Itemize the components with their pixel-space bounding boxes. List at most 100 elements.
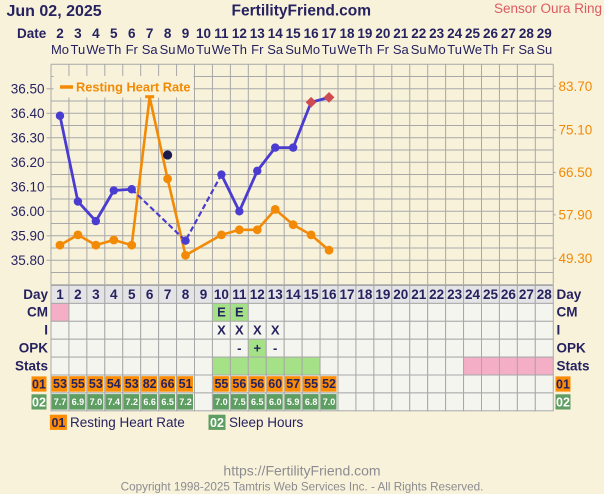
svg-text:6.9: 6.9: [72, 397, 85, 407]
svg-text:21: 21: [411, 287, 427, 302]
svg-text:Date: Date: [17, 26, 47, 41]
svg-text:9: 9: [200, 287, 208, 302]
svg-text:7.0: 7.0: [90, 397, 103, 407]
svg-text:66.50: 66.50: [559, 165, 593, 180]
svg-text:Copyright 1998-2025 Tamtris We: Copyright 1998-2025 Tamtris Web Services…: [121, 481, 484, 494]
svg-text:Fr: Fr: [251, 42, 264, 57]
svg-text:19: 19: [357, 26, 372, 41]
svg-text:55: 55: [71, 377, 85, 391]
svg-text:13: 13: [268, 287, 284, 302]
svg-text:6: 6: [128, 26, 136, 41]
svg-text:5: 5: [110, 26, 118, 41]
svg-text:12: 12: [250, 287, 265, 302]
svg-text:35.80: 35.80: [11, 253, 45, 268]
svg-text:54: 54: [107, 377, 121, 391]
svg-text:2: 2: [74, 287, 82, 302]
svg-text:24: 24: [465, 287, 481, 302]
svg-text:E: E: [217, 305, 226, 320]
svg-text:Tu: Tu: [322, 42, 337, 57]
svg-text:10: 10: [214, 287, 229, 302]
svg-text:Fr: Fr: [126, 42, 139, 57]
svg-text:4: 4: [92, 26, 100, 41]
svg-text:01: 01: [556, 377, 570, 391]
svg-text:25: 25: [465, 26, 481, 41]
svg-text:02: 02: [210, 416, 224, 430]
svg-text:Su: Su: [285, 42, 301, 57]
svg-text:56: 56: [232, 377, 246, 391]
svg-text:We: We: [86, 42, 105, 57]
svg-text:7.4: 7.4: [108, 397, 121, 407]
svg-text:15: 15: [286, 26, 302, 41]
svg-text:Sa: Sa: [267, 42, 284, 57]
svg-text:16: 16: [322, 287, 338, 302]
svg-text:I: I: [557, 323, 561, 338]
svg-text:49.30: 49.30: [559, 251, 593, 266]
svg-text:OPK: OPK: [19, 341, 49, 356]
svg-text:CM: CM: [27, 305, 48, 320]
svg-text:8: 8: [164, 26, 172, 41]
svg-text:Stats: Stats: [15, 358, 48, 373]
svg-text:53: 53: [89, 377, 103, 391]
svg-text:55: 55: [304, 377, 318, 391]
svg-text:Mo: Mo: [176, 42, 194, 57]
svg-text:36.20: 36.20: [11, 155, 45, 170]
svg-text:FertilityFriend.com: FertilityFriend.com: [232, 3, 372, 20]
svg-text:X: X: [253, 323, 262, 338]
svg-text:14: 14: [268, 26, 284, 41]
svg-text:60: 60: [268, 377, 282, 391]
svg-text:+: +: [253, 341, 261, 356]
svg-text:Stats: Stats: [557, 358, 590, 373]
svg-text:Th: Th: [483, 42, 498, 57]
svg-text:01: 01: [32, 377, 46, 391]
svg-text:We: We: [463, 42, 482, 57]
svg-text:36.10: 36.10: [11, 180, 45, 195]
svg-text:5: 5: [128, 287, 136, 302]
svg-text:15: 15: [304, 287, 320, 302]
svg-text:11: 11: [232, 287, 247, 302]
svg-text:Sa: Sa: [518, 42, 535, 57]
svg-text:7.2: 7.2: [179, 397, 192, 407]
svg-text:26: 26: [483, 26, 499, 41]
svg-text:6.8: 6.8: [305, 397, 318, 407]
svg-text:23: 23: [429, 26, 445, 41]
svg-text:X: X: [217, 323, 226, 338]
svg-text:Resting Heart Rate: Resting Heart Rate: [76, 79, 191, 94]
svg-text:36.00: 36.00: [11, 204, 45, 219]
svg-text:02: 02: [32, 395, 46, 409]
svg-text:8: 8: [182, 287, 190, 302]
svg-text:57: 57: [286, 377, 300, 391]
svg-text:22: 22: [429, 287, 444, 302]
svg-text:I: I: [44, 323, 48, 338]
svg-text:We: We: [212, 42, 231, 57]
svg-text:2: 2: [56, 26, 64, 41]
svg-text:17: 17: [322, 26, 337, 41]
svg-text:X: X: [271, 323, 280, 338]
svg-text:28: 28: [519, 26, 535, 41]
svg-text:51: 51: [179, 377, 193, 391]
svg-text:36.50: 36.50: [11, 82, 45, 97]
svg-text:18: 18: [357, 287, 373, 302]
svg-text:10: 10: [196, 26, 211, 41]
svg-text:55: 55: [214, 377, 228, 391]
svg-text:Mo: Mo: [302, 42, 320, 57]
svg-text:66: 66: [161, 377, 175, 391]
svg-text:3: 3: [74, 26, 82, 41]
svg-text:35.90: 35.90: [11, 229, 45, 244]
svg-text:Sa: Sa: [393, 42, 410, 57]
svg-text:3: 3: [92, 287, 100, 302]
svg-text:75.10: 75.10: [559, 123, 593, 138]
svg-text:E: E: [235, 305, 244, 320]
svg-text:4: 4: [110, 287, 118, 302]
svg-text:01: 01: [51, 416, 65, 430]
svg-text:7.5: 7.5: [233, 397, 246, 407]
svg-text:36.40: 36.40: [11, 106, 45, 121]
svg-text:23: 23: [447, 287, 463, 302]
svg-text:7: 7: [146, 26, 154, 41]
svg-text:12: 12: [232, 26, 247, 41]
svg-text:Su: Su: [536, 42, 552, 57]
svg-text:6.0: 6.0: [269, 397, 282, 407]
svg-text:6.6: 6.6: [143, 397, 156, 407]
svg-text:7.7: 7.7: [54, 397, 67, 407]
svg-text:18: 18: [339, 26, 355, 41]
svg-text:5.9: 5.9: [287, 397, 300, 407]
